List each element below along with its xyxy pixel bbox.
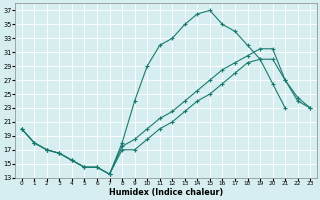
X-axis label: Humidex (Indice chaleur): Humidex (Indice chaleur) — [109, 188, 223, 197]
